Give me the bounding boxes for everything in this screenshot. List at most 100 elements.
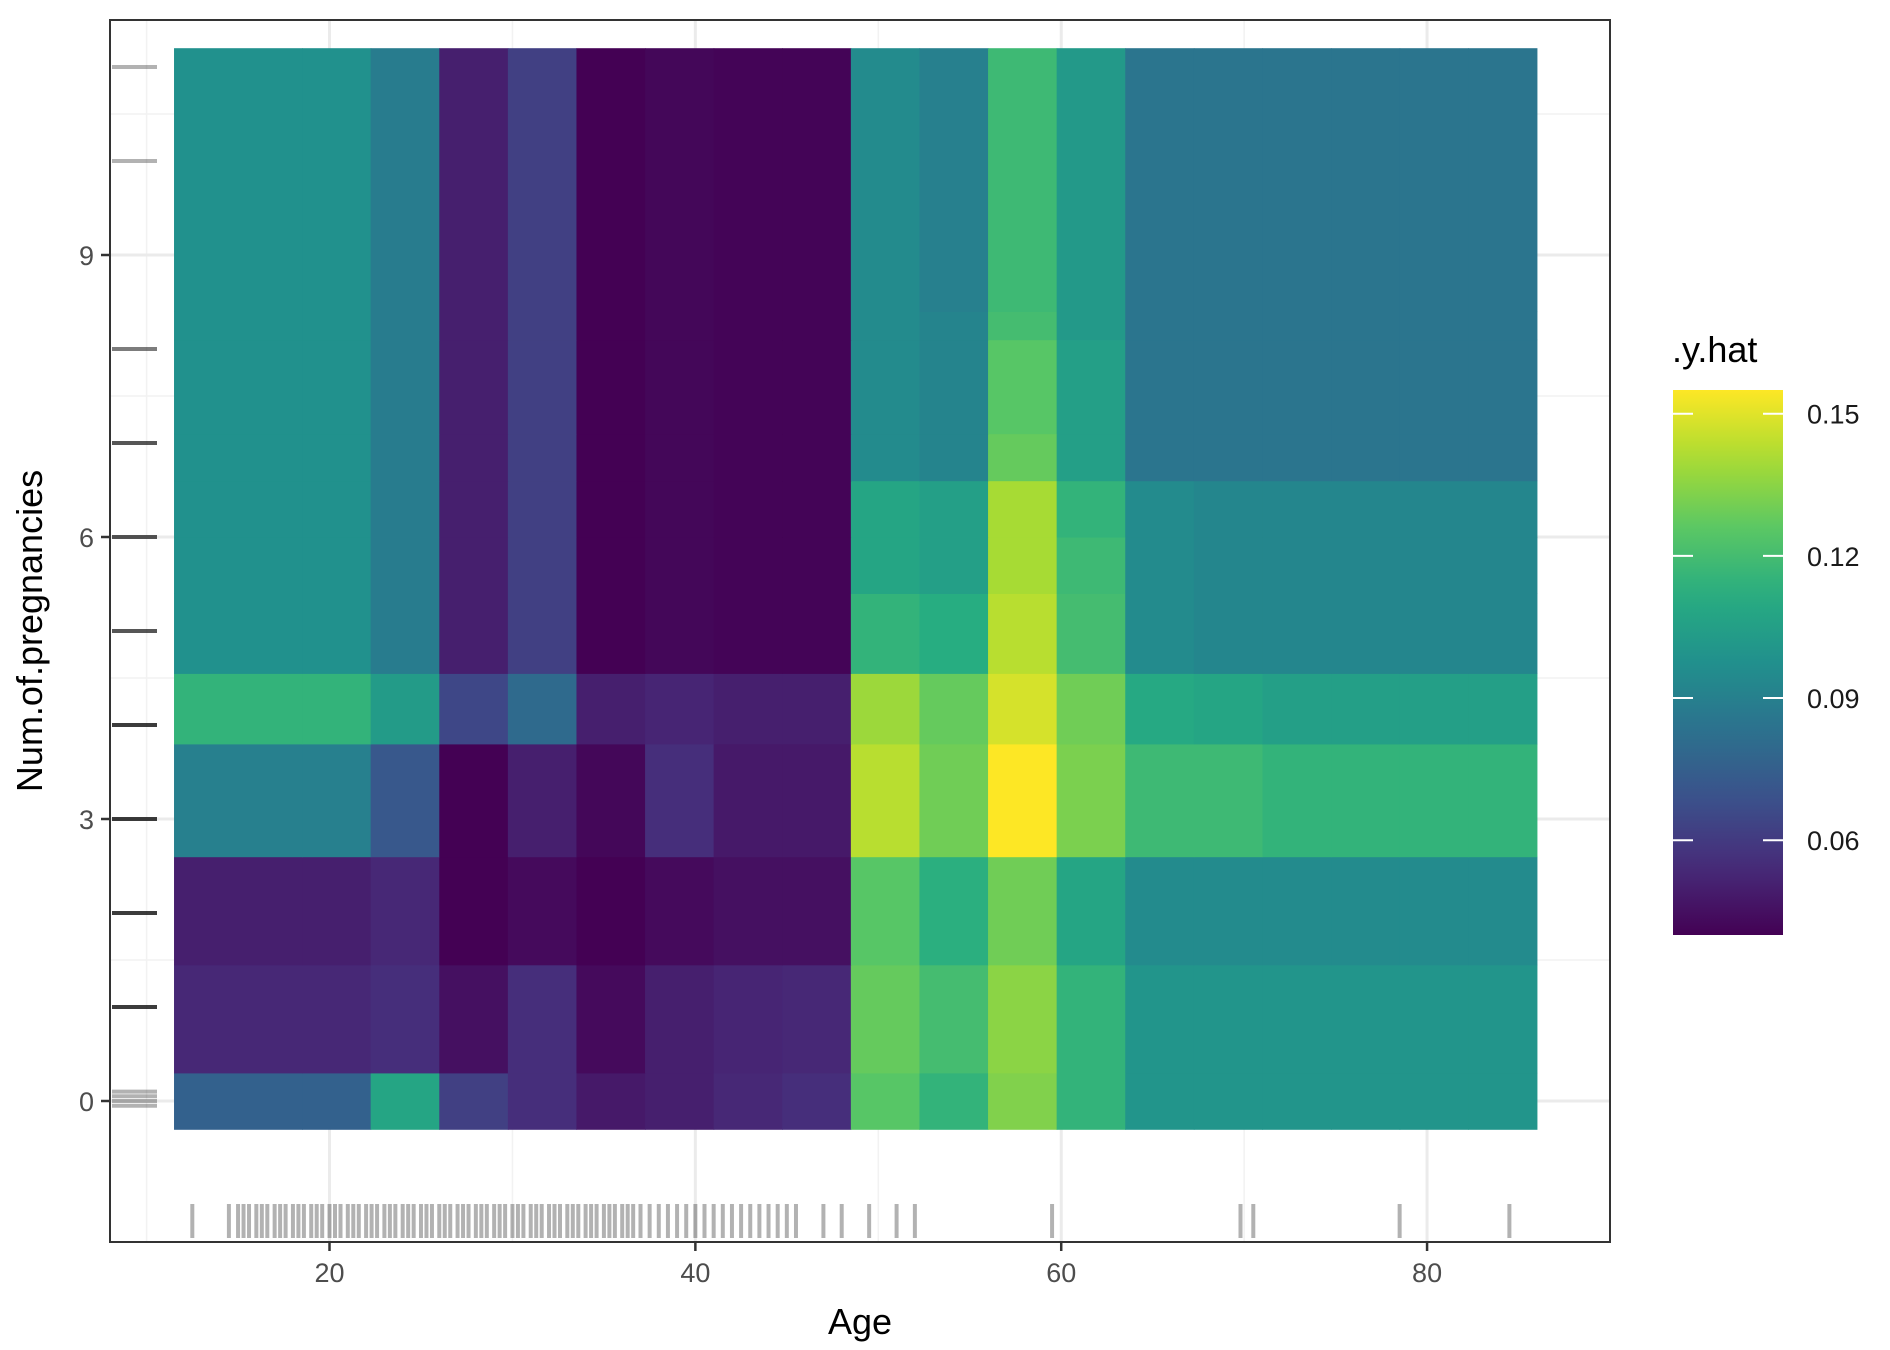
heatmap-tile [1193,480,1264,538]
heatmap-tile [1331,537,1401,594]
heatmap-tiles [174,48,1538,1130]
heatmap-tile [370,673,440,745]
heatmap-tile [713,311,783,341]
heatmap-tile [576,311,646,341]
heatmap-tile [1056,1072,1126,1130]
heatmap-tile [439,48,509,312]
heatmap-tile [576,673,646,745]
heatmap-tile [302,433,372,482]
heatmap-tile [1193,537,1264,594]
heatmap-tile [713,593,783,674]
heatmap-tile [782,593,852,674]
heatmap-tile [507,480,578,538]
heatmap-tile [1399,480,1469,538]
heatmap-tile [1331,339,1401,435]
heatmap-tile [576,480,646,538]
heatmap-tile [1468,856,1538,966]
x-tick-label: 60 [1046,1258,1076,1288]
heatmap-tile [1262,311,1332,341]
heatmap-tile [1125,856,1195,966]
heatmap-tile [302,480,372,538]
heatmap-tile [850,537,921,594]
heatmap-tile [850,743,921,858]
heatmap-tile [439,311,509,341]
y-tick-label: 3 [79,805,94,835]
heatmap-tile [1468,537,1538,594]
heatmap-tile [1056,537,1126,594]
heatmap-tile [174,537,303,594]
heatmap-tile [1262,480,1332,538]
heatmap-tile [1399,311,1469,341]
heatmap-tile [370,856,440,966]
heatmap-tile [576,856,646,966]
heatmap-tile [713,743,783,858]
heatmap-tile [988,1072,1058,1130]
heatmap-tile [782,433,852,482]
heatmap-tile [370,433,440,482]
heatmap-tile [439,593,509,674]
heatmap-tile [919,339,989,435]
heatmap-tile [302,339,372,435]
heatmap-tile [782,1072,852,1130]
heatmap-tile [850,673,921,745]
x-axis-ticks: 20 40 60 80 [314,1242,1442,1288]
heatmap-tile [370,480,440,538]
legend-title: .y.hat [1672,329,1757,370]
heatmap-tile [1399,593,1469,674]
heatmap-tile [1262,339,1332,435]
heatmap-tile [919,743,989,858]
heatmap-tile [1056,480,1126,538]
heatmap-tile [576,339,646,435]
heatmap-tile [1125,1072,1195,1130]
heatmap-tile [1056,311,1126,341]
heatmap-tile [370,1072,440,1130]
heatmap-tile [576,48,646,312]
heatmap-tile [370,964,440,1074]
heatmap-tile [302,311,372,341]
heatmap-tile [1262,593,1332,674]
heatmap-tile [713,48,783,312]
legend-tick-label: 0.15 [1807,400,1860,430]
heatmap-tile [645,339,715,435]
heatmap-tile [645,480,715,538]
heatmap-tile [988,311,1058,341]
heatmap-tile [782,339,852,435]
heatmap-tile [1331,593,1401,674]
y-tick-label: 9 [79,241,94,271]
heatmap-tile [1056,743,1126,858]
heatmap-tile [919,311,989,341]
heatmap-tile [988,48,1058,312]
heatmap-tile [302,48,372,312]
heatmap-tile [850,856,921,966]
heatmap-tile [1399,48,1469,312]
heatmap-tile [1056,339,1126,435]
heatmap-tile [713,537,783,594]
heatmap-tile [713,964,783,1074]
heatmap-tile [782,480,852,538]
heatmap-tile [1468,48,1538,312]
heatmap-tile [850,593,921,674]
heatmap-tile [1056,964,1126,1074]
heatmap-tile [988,593,1058,674]
heatmap-tile [576,964,646,1074]
heatmap-tile [1399,673,1469,745]
heatmap-tile [439,673,509,745]
heatmap-tile [1193,433,1264,482]
heatmap-tile [782,856,852,966]
heatmap-tile [1262,48,1332,312]
heatmap-tile [645,433,715,482]
heatmap-tile [1193,856,1264,966]
heatmap-tile [1125,593,1195,674]
heatmap-tile [1125,964,1195,1074]
legend-tick-label: 0.09 [1807,684,1860,714]
heatmap-tile [1193,743,1264,858]
y-tick-label: 6 [79,523,94,553]
heatmap-tile [302,1072,372,1130]
heatmap-tile [988,964,1058,1074]
legend-colorbar [1673,390,1783,935]
heatmap-tile [1125,311,1195,341]
heatmap-tile [850,48,921,312]
heatmap-tile [1125,673,1195,745]
heatmap-tile [1193,964,1264,1074]
